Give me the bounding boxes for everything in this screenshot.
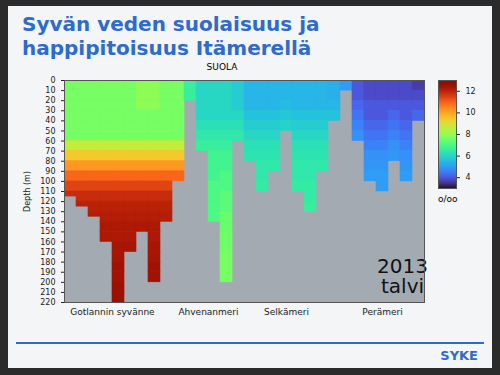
- svg-text:12: 12: [466, 87, 476, 96]
- svg-text:6: 6: [466, 152, 471, 161]
- svg-text:120: 120: [40, 197, 55, 206]
- svg-text:4: 4: [466, 173, 471, 182]
- svg-text:Gotlannin syvänne: Gotlannin syvänne: [70, 307, 155, 317]
- svg-text:180: 180: [40, 258, 55, 267]
- svg-text:80: 80: [45, 157, 55, 166]
- svg-text:150: 150: [40, 227, 55, 236]
- svg-text:220: 220: [40, 298, 55, 307]
- svg-text:70: 70: [45, 147, 55, 156]
- html-text:SYKE: SYKE: [440, 348, 478, 363]
- svg-text:10: 10: [45, 86, 55, 95]
- svg-text:60: 60: [45, 137, 55, 146]
- svg-text:30: 30: [45, 106, 55, 115]
- svg-text:160: 160: [40, 238, 55, 247]
- svg-text:0: 0: [50, 76, 55, 85]
- svg-text:2013talvi: 2013talvi: [377, 254, 428, 298]
- svg-text:170: 170: [40, 248, 55, 257]
- svg-text:140: 140: [40, 217, 55, 226]
- svg-text:110: 110: [40, 187, 55, 196]
- svg-text:90: 90: [45, 167, 55, 176]
- svg-text:200: 200: [40, 278, 55, 287]
- html-text:Syvän veden suolaisuus ja happ: Syvän veden suolaisuus ja happipitoisuus…: [22, 12, 320, 60]
- svg-text:130: 130: [40, 207, 55, 216]
- svg-text:8: 8: [466, 130, 471, 139]
- svg-text:50: 50: [45, 127, 55, 136]
- svg-text:Selkämeri: Selkämeri: [264, 307, 309, 317]
- svg-text:20: 20: [45, 96, 55, 105]
- html-text:SUOLA: SUOLA: [206, 62, 238, 72]
- svg-text:190: 190: [40, 268, 55, 277]
- svg-text:Ahvenanmeri: Ahvenanmeri: [178, 307, 238, 317]
- svg-text:10: 10: [466, 108, 476, 117]
- svg-text:Depth (m): Depth (m): [23, 171, 32, 212]
- svg-text:210: 210: [40, 288, 55, 297]
- html-text:o/oo: o/oo: [438, 194, 458, 204]
- svg-text:100: 100: [40, 177, 55, 186]
- svg-text:Perämeri: Perämeri: [362, 307, 402, 317]
- svg-text:40: 40: [45, 116, 55, 125]
